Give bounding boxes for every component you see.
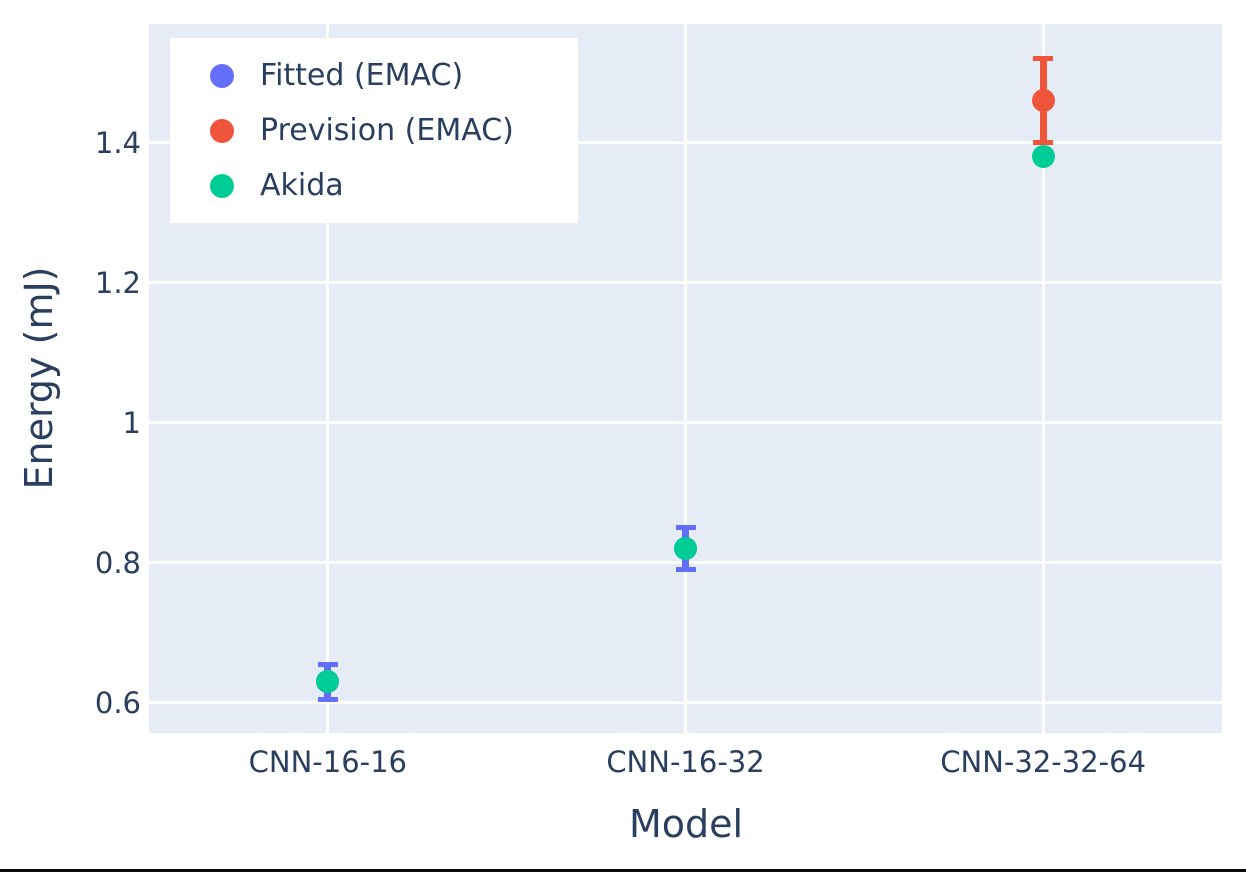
y-tick-label: 1.2 [94,265,141,300]
y-tick-label: 0.8 [94,545,141,580]
error-bar-cap-top [317,661,338,667]
error-bar-cap-top [675,525,696,531]
x-gridline [684,24,687,733]
legend-item[interactable]: Akida [170,158,578,213]
legend: Fitted (EMAC) Prevision (EMAC) Akida [170,38,578,223]
y-tick-label: 0.6 [94,685,141,720]
data-point-marker [316,670,340,694]
data-point-marker [1031,145,1055,169]
error-bar-cap-bottom [675,567,696,573]
legend-marker-icon [210,63,234,88]
x-gridline [326,24,330,733]
error-bar-cap-top [1033,56,1054,62]
data-point-marker [1031,89,1055,113]
y-tick-label: 1.4 [94,125,141,160]
legend-item[interactable]: Fitted (EMAC) [170,48,578,103]
legend-marker-icon [210,173,234,198]
error-bar-cap-bottom [1033,140,1054,146]
bottom-rule [0,869,1246,872]
y-tick-label: 1 [122,405,141,440]
legend-item-label: Akida [260,168,344,203]
legend-item-label: Fitted (EMAC) [260,58,464,93]
x-tick-label: CNN-16-32 [606,745,765,779]
y-axis-title: Energy (mJ) [17,266,61,490]
x-axis-title: Model [628,802,744,846]
x-gridline [1041,24,1045,733]
data-point-marker [674,537,697,561]
x-tick-label: CNN-16-16 [248,745,408,779]
x-tick-label: CNN-32-32-64 [940,745,1147,779]
error-bar-cap-bottom [317,696,338,702]
legend-marker-icon [210,118,234,143]
legend-item[interactable]: Prevision (EMAC) [170,103,578,158]
legend-item-label: Prevision (EMAC) [260,113,514,148]
